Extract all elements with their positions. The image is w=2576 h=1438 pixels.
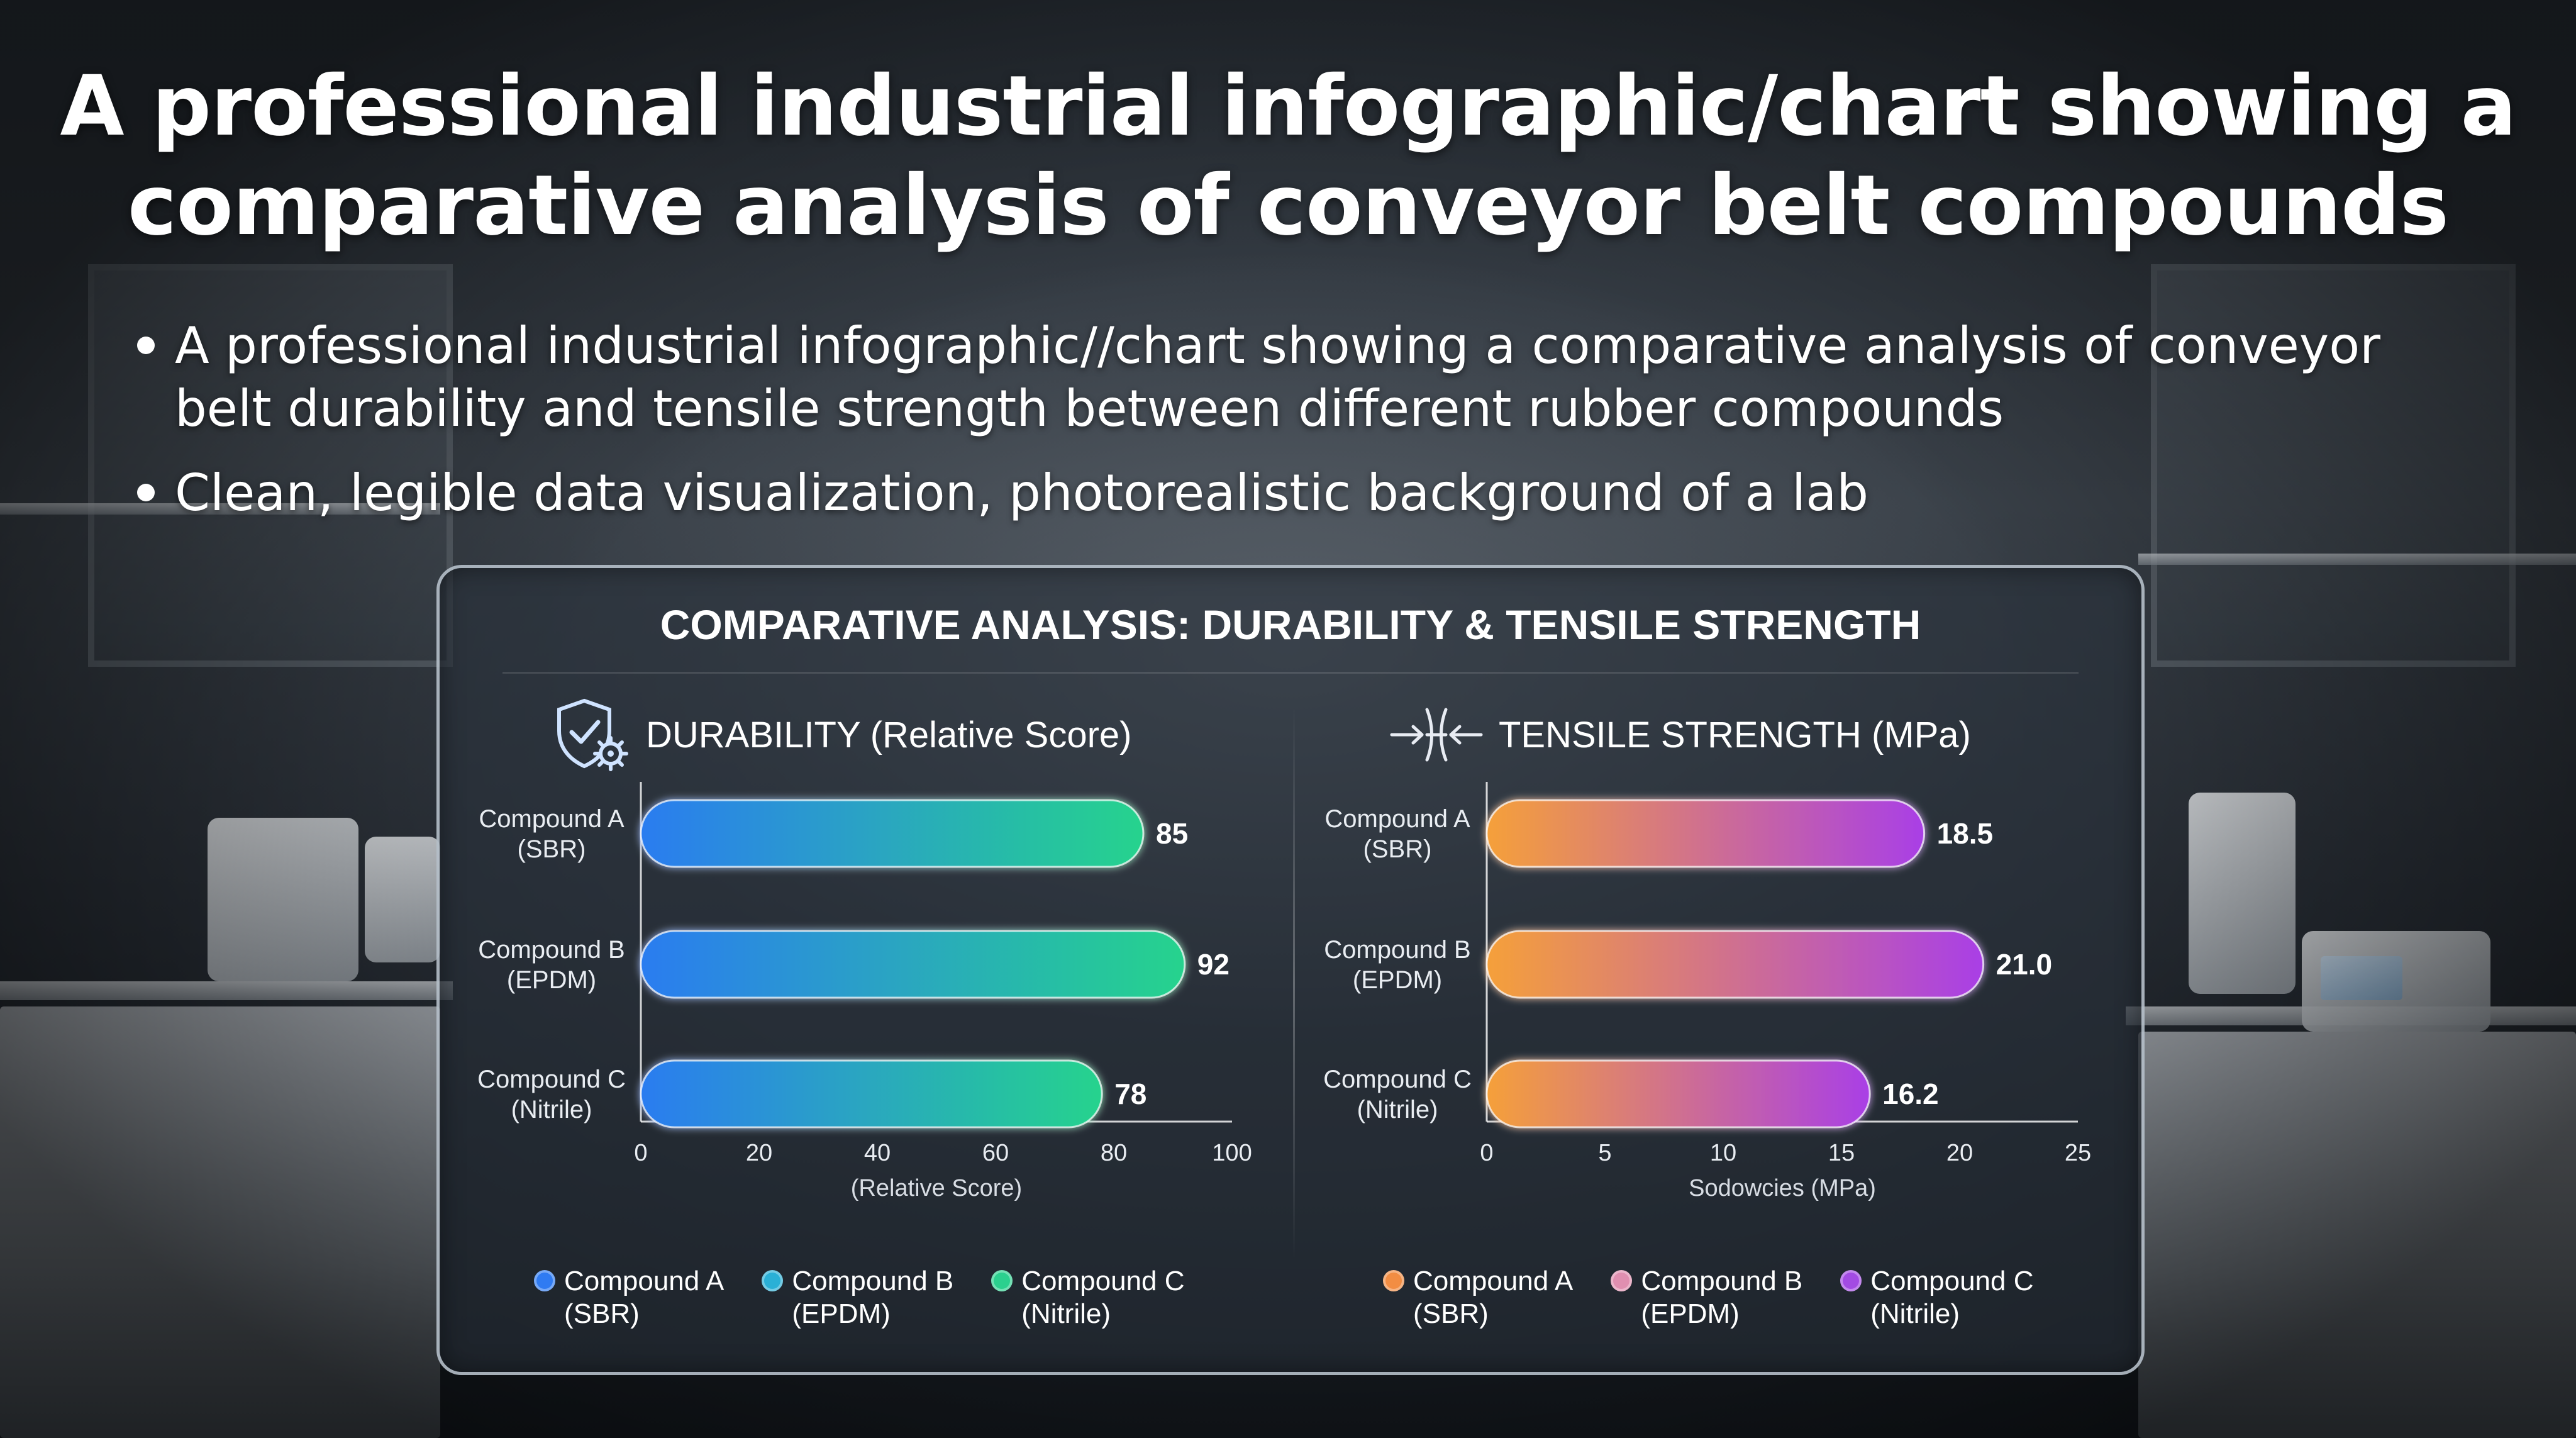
- legend-label: Compound B (EPDM): [1641, 1266, 1803, 1329]
- bullet-item: A professional industrial infographic//c…: [131, 315, 2458, 440]
- tensile-chart: Compound A (SBR) 18.5 Compound B (EPDM) 21.0 C…: [1323, 782, 2091, 1201]
- bar: [1485, 799, 1926, 868]
- value-label: 16.2: [1882, 1078, 1939, 1110]
- x-tick-label: 20: [746, 1140, 772, 1166]
- durability-legend: Compound A (SBR) Compound B (EPDM) Compound …: [534, 1265, 1185, 1330]
- category-label: Compound A (SBR): [1324, 805, 1470, 863]
- legend-dot-icon: [534, 1270, 555, 1291]
- x-tick-label: 40: [864, 1140, 891, 1166]
- x-tick-label: 80: [1101, 1140, 1127, 1166]
- bullet-text: A professional industrial infographic//c…: [175, 316, 2381, 438]
- value-label: 85: [1156, 817, 1188, 850]
- durability-title: DURABILITY (Relative Score): [646, 714, 1132, 755]
- x-tick-label: 5: [1598, 1140, 1611, 1166]
- legend-label: Compound A (SBR): [564, 1266, 724, 1329]
- x-tick-label: 0: [1480, 1140, 1493, 1166]
- shield-gear-icon: [557, 698, 628, 771]
- durability-chart: Compound A (SBR) 85 Compound B (EPDM) 92 Compo…: [477, 782, 1252, 1201]
- category-label: Compound C (Nitrile): [1323, 1066, 1472, 1123]
- legend-dot-icon: [991, 1270, 1013, 1291]
- panel-title: COMPARATIVE ANALYSIS: DURABILITY & TENSI…: [660, 601, 1921, 648]
- bar: [640, 1059, 1103, 1129]
- tension-arrows-icon: [1390, 708, 1483, 762]
- chart-panel: COMPARATIVE ANALYSIS: DURABILITY & TENSI…: [436, 565, 2145, 1375]
- bullet-text: Clean, legible data visualization, photo…: [175, 464, 1869, 522]
- legend-label: Compound C (Nitrile): [1021, 1266, 1185, 1329]
- durability-header: DURABILITY (Relative Score): [553, 698, 1132, 771]
- panel-divider: [1293, 706, 1295, 1260]
- legend-dot-icon: [1840, 1270, 1862, 1291]
- category-label: Compound B (EPDM): [478, 936, 625, 994]
- tensile-header: TENSILE STRENGTH (MPa): [1389, 700, 1971, 769]
- tensile-legend: Compound A (SBR) Compound B (EPDM) Compound …: [1383, 1265, 2034, 1330]
- tensile-title: TENSILE STRENGTH (MPa): [1499, 714, 1971, 755]
- x-tick-label: 25: [2065, 1140, 2091, 1166]
- bullet-list: A professional industrial infographic//c…: [131, 315, 2458, 546]
- panel-separator: [502, 672, 2079, 674]
- page-title: A professional industrial infographic/ch…: [0, 57, 2576, 255]
- bullet-item: Clean, legible data visualization, photo…: [131, 462, 2458, 525]
- legend-item: Compound C (Nitrile): [1840, 1265, 2034, 1330]
- bar: [640, 930, 1186, 999]
- legend-item: Compound B (EPDM): [1611, 1265, 1802, 1330]
- x-tick-label: 20: [1946, 1140, 1973, 1166]
- value-label: 92: [1197, 948, 1230, 981]
- page-title-line-2: comparative analysis of conveyor belt co…: [127, 157, 2449, 254]
- page-title-line-1: A professional industrial infographic/ch…: [60, 58, 2516, 155]
- legend-item: Compound B (EPDM): [762, 1265, 953, 1330]
- x-axis-label: Sodowcies (MPa): [1689, 1175, 1876, 1201]
- legend-label: Compound A (SBR): [1413, 1266, 1574, 1329]
- bullet-dot-icon: [137, 337, 155, 354]
- x-axis-label: (Relative Score): [851, 1175, 1022, 1201]
- legend-item: Compound C (Nitrile): [991, 1265, 1185, 1330]
- legend-label: Compound C (Nitrile): [1870, 1266, 2034, 1329]
- x-tick-label: 0: [634, 1140, 647, 1166]
- bar: [1485, 1059, 1871, 1129]
- value-label: 21.0: [1996, 948, 2053, 981]
- legend-item: Compound A (SBR): [1383, 1265, 1573, 1330]
- value-label: 18.5: [1937, 817, 1994, 850]
- x-tick-label: 15: [1828, 1140, 1855, 1166]
- category-label: Compound A (SBR): [479, 805, 625, 863]
- bar: [1485, 930, 1985, 999]
- x-tick-label: 60: [982, 1140, 1009, 1166]
- category-label: Compound C (Nitrile): [477, 1066, 626, 1123]
- legend-item: Compound A (SBR): [534, 1265, 724, 1330]
- bullet-dot-icon: [137, 484, 155, 501]
- bar: [640, 799, 1145, 868]
- legend-dot-icon: [1383, 1270, 1404, 1291]
- category-label: Compound B (EPDM): [1324, 936, 1470, 994]
- x-tick-label: 100: [1212, 1140, 1252, 1166]
- x-tick-label: 10: [1710, 1140, 1736, 1166]
- value-label: 78: [1114, 1078, 1146, 1110]
- legend-dot-icon: [1611, 1270, 1633, 1291]
- legend-dot-icon: [762, 1270, 784, 1291]
- legend-label: Compound B (EPDM): [792, 1266, 954, 1329]
